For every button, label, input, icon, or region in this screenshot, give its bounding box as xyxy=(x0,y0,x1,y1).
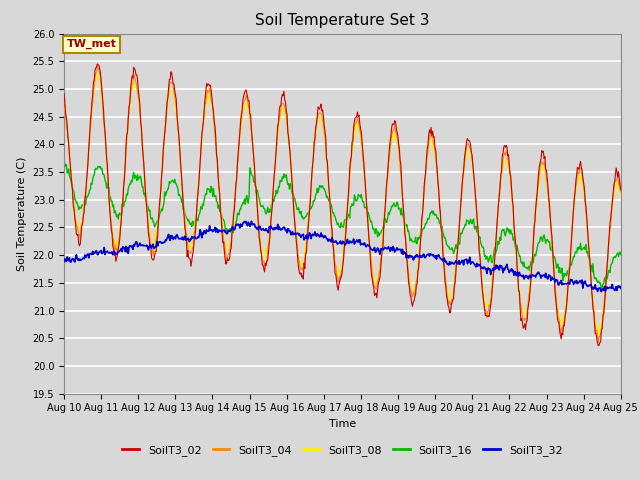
X-axis label: Time: Time xyxy=(329,419,356,429)
Title: Soil Temperature Set 3: Soil Temperature Set 3 xyxy=(255,13,429,28)
Legend: SoilT3_02, SoilT3_04, SoilT3_08, SoilT3_16, SoilT3_32: SoilT3_02, SoilT3_04, SoilT3_08, SoilT3_… xyxy=(118,440,567,460)
Y-axis label: Soil Temperature (C): Soil Temperature (C) xyxy=(17,156,27,271)
Text: TW_met: TW_met xyxy=(67,39,116,49)
